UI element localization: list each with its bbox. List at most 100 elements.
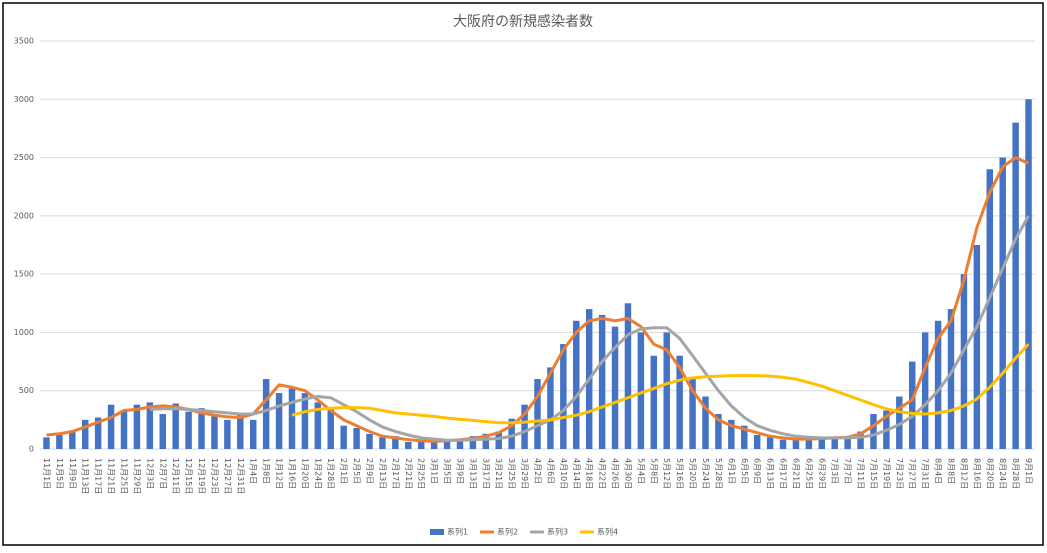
bar — [211, 416, 218, 449]
x-tick-label: 2月9日 — [365, 458, 374, 484]
x-tick-label: 2月21日 — [404, 458, 413, 489]
bar — [288, 388, 296, 449]
x-tick-label: 1月4日 — [249, 458, 258, 484]
x-tick-label: 1月12日 — [275, 458, 284, 489]
bar — [198, 408, 205, 449]
y-tick-label: 3500 — [14, 37, 34, 46]
x-tick-label: 11月1日 — [42, 458, 51, 489]
x-tick-label: 7月7日 — [843, 458, 852, 484]
x-tick-label: 12月3日 — [145, 458, 154, 489]
bar — [172, 403, 179, 449]
legend-label: 系列4 — [597, 527, 618, 537]
x-tick-label: 7月19日 — [882, 458, 891, 489]
x-tick-label: 1月20日 — [300, 458, 309, 489]
bar — [663, 332, 670, 449]
bar — [573, 320, 580, 449]
x-tick-label: 11月29日 — [132, 458, 141, 494]
bar — [224, 419, 231, 449]
x-tick-label: 3月29日 — [520, 458, 529, 489]
bar — [405, 442, 412, 449]
bar — [702, 396, 709, 449]
x-tick-label: 7月11日 — [856, 458, 865, 489]
bar — [779, 439, 787, 449]
y-tick-label: 1500 — [14, 270, 34, 279]
bar — [417, 439, 425, 449]
x-tick-label: 4月22日 — [598, 458, 607, 489]
x-tick-label: 6月17日 — [779, 458, 788, 489]
bar — [766, 437, 774, 449]
x-tick-label: 1月8日 — [262, 458, 271, 484]
x-tick-label: 3月17日 — [481, 458, 490, 489]
x-tick-label: 4月6日 — [546, 458, 555, 484]
bar — [947, 309, 955, 449]
x-tick-label: 3月21日 — [494, 458, 503, 489]
bar — [430, 440, 438, 449]
x-tick-label: 8月4日 — [934, 458, 943, 484]
x-tick-label: 8月20日 — [985, 458, 994, 489]
x-tick-label: 4月26日 — [611, 458, 620, 489]
bar — [366, 433, 373, 449]
x-tick-label: 5月24日 — [701, 458, 710, 489]
series-line — [149, 215, 1030, 442]
bar — [443, 439, 451, 449]
x-tick-label: 5月12日 — [662, 458, 671, 489]
x-tick-label: 5月8日 — [649, 458, 658, 484]
bar — [909, 361, 916, 449]
x-tick-label: 4月18日 — [585, 458, 594, 489]
x-tick-label: 2月5日 — [352, 458, 361, 484]
x-tick-label: 8月8日 — [947, 458, 956, 484]
x-tick-label: 6月5日 — [740, 458, 749, 484]
bar — [469, 436, 477, 449]
bar — [43, 437, 50, 449]
y-tick-label: 1000 — [14, 328, 34, 337]
y-tick-label: 0 — [29, 445, 34, 454]
bar — [831, 437, 838, 449]
x-tick-label: 7月27日 — [908, 458, 917, 489]
bar — [624, 303, 632, 449]
bar — [379, 437, 386, 449]
bar — [1012, 122, 1019, 449]
bar — [81, 419, 89, 449]
x-tick-label: 8月28日 — [1011, 458, 1020, 489]
legend-label: 系列3 — [547, 527, 568, 537]
x-tick-label: 6月21日 — [791, 458, 800, 489]
y-tick-label: 500 — [19, 386, 34, 395]
bar — [934, 320, 942, 449]
x-tick-label: 6月13日 — [766, 458, 775, 489]
bar — [715, 414, 722, 449]
bar — [133, 404, 141, 449]
bar — [521, 404, 528, 449]
bar — [560, 344, 567, 449]
x-tick-label: 12月27日 — [223, 458, 232, 494]
x-tick-label: 12月7日 — [158, 458, 167, 489]
x-tick-label: 11月25日 — [119, 458, 128, 494]
x-tick-label: 6月9日 — [753, 458, 762, 484]
bar — [986, 169, 994, 449]
legend-label: 系列1 — [447, 527, 468, 537]
bar — [728, 419, 735, 449]
x-tick-label: 11月21日 — [107, 458, 116, 494]
bar — [534, 379, 541, 449]
bar — [870, 414, 877, 449]
bar — [844, 436, 851, 449]
chart-title: 大阪府の新規感染者数 — [453, 13, 593, 30]
x-tick-label: 3月5日 — [443, 458, 452, 484]
bar — [392, 436, 399, 449]
bar — [805, 437, 813, 449]
bar — [249, 419, 257, 449]
y-tick-label: 2500 — [14, 153, 34, 162]
x-tick-label: 8月24日 — [998, 458, 1007, 489]
bar — [960, 274, 968, 449]
series-line — [46, 156, 1030, 443]
x-tick-label: 4月10日 — [559, 458, 568, 489]
series-line — [291, 343, 1030, 425]
bar — [818, 438, 826, 449]
x-tick-label: 5月4日 — [636, 458, 645, 484]
x-tick-label: 12月11日 — [171, 458, 180, 494]
bar — [637, 332, 645, 449]
bar — [94, 417, 102, 449]
bar — [107, 404, 115, 449]
bar — [753, 435, 761, 449]
x-tick-label: 12月31日 — [236, 458, 245, 494]
x-tick-label: 6月1日 — [727, 458, 736, 484]
